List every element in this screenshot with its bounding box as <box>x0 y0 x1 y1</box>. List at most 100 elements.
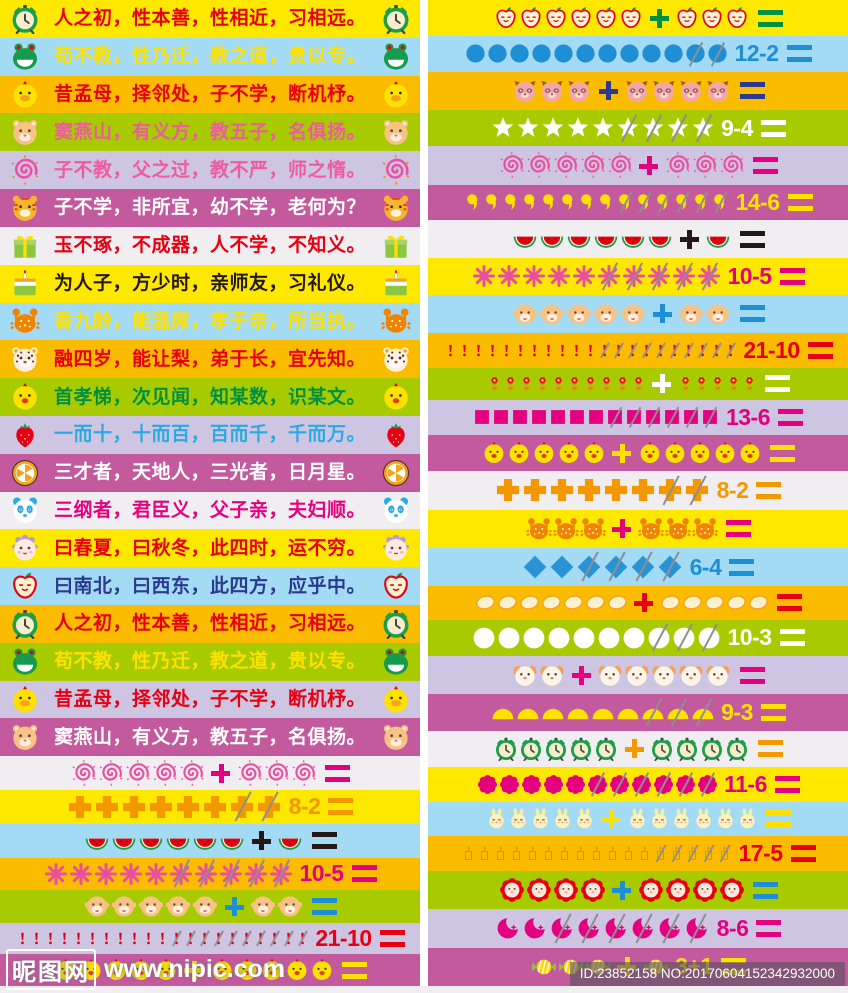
equals-sign <box>756 481 782 499</box>
exclamation-icon <box>156 932 169 945</box>
crescent-icon <box>495 915 521 941</box>
egg-icon <box>585 592 606 613</box>
monkey-icon <box>620 301 646 327</box>
monkey-icon <box>84 893 110 919</box>
math-sub-row: 13-6 <box>428 399 848 435</box>
balloon-comma-icon <box>559 193 577 211</box>
exclamation-icon <box>212 932 225 945</box>
flower-baby-icon <box>719 877 745 903</box>
cake-icon <box>381 269 411 299</box>
crab-icon <box>380 306 411 336</box>
cross-icon <box>229 794 255 820</box>
swirl-icon <box>291 760 317 786</box>
flower-pot-icon <box>535 376 550 391</box>
exclamation-icon <box>724 344 737 357</box>
math-add-row <box>428 870 848 910</box>
exclamation-icon <box>654 344 667 357</box>
equals-sign <box>739 82 765 100</box>
strawberry-icon <box>381 420 411 450</box>
exclamation-icon <box>696 344 709 357</box>
exclamation-icon <box>44 932 57 945</box>
classic-text: 曰春夏，曰秋冬，此四时，运不穷。 <box>53 537 366 559</box>
candy-icon <box>531 954 557 980</box>
chick-face-icon <box>310 958 334 982</box>
classic-text: 首孝悌，次见闻，知某数，识某文。 <box>53 386 366 408</box>
star-icon <box>566 116 590 140</box>
half-circle-icon <box>541 700 565 724</box>
sanzijing-row: 三才者，天地人，三光者，日月星。 <box>0 453 420 492</box>
candle-icon <box>637 845 652 861</box>
square-icon <box>625 408 643 426</box>
bottom-strip <box>0 986 848 993</box>
watermelon-icon <box>620 226 646 252</box>
egg-icon <box>607 592 628 613</box>
exclamation-icon <box>86 932 99 945</box>
cross-icon <box>121 794 147 820</box>
classic-text: 人之初，性本善，性相近，习相远。 <box>53 613 366 635</box>
balloon-comma-icon <box>616 193 634 211</box>
math-label: 10-3 <box>727 624 772 651</box>
exclamation-icon <box>226 932 239 945</box>
white-circle-icon <box>597 626 621 650</box>
egg-icon <box>497 592 518 613</box>
chick-face-icon <box>638 441 662 465</box>
star-icon <box>641 116 665 140</box>
chick-face-icon <box>713 441 737 465</box>
star-icon <box>491 116 515 140</box>
balloon-comma-icon <box>464 193 482 211</box>
asterisk-icon <box>244 862 268 886</box>
dog-icon <box>651 662 677 688</box>
asterisk-icon <box>672 264 696 288</box>
math-add-row <box>0 756 420 791</box>
exclamation-icon <box>598 344 611 357</box>
equals-sign <box>779 267 805 285</box>
equals-sign <box>351 865 377 883</box>
plus-sign <box>652 374 671 394</box>
plus-sign <box>649 8 669 28</box>
math-add-row <box>428 0 848 37</box>
flower-icon <box>543 774 564 795</box>
plus-sign <box>612 443 631 463</box>
classic-text: 苟不教，性乃迁，教之道，贵以专。 <box>53 46 366 68</box>
alarm-clock-icon <box>10 609 40 639</box>
raccoon-icon <box>705 78 731 104</box>
exclamation-icon <box>528 344 541 357</box>
egg-icon <box>726 592 747 613</box>
crescent-icon <box>657 915 683 941</box>
square-icon <box>492 408 510 426</box>
plus-sign <box>211 763 230 783</box>
exclamation-icon <box>458 344 471 357</box>
balloon-comma-icon <box>483 193 501 211</box>
crab-icon <box>637 516 664 542</box>
classic-text: 窦燕山，有义方，教五子，名俱扬。 <box>53 726 366 748</box>
apple-icon <box>494 6 518 30</box>
square-icon <box>663 408 681 426</box>
flower-icon <box>521 774 542 795</box>
watermelon-icon <box>539 226 565 252</box>
chick-face-icon <box>10 382 40 412</box>
exclamation-icon <box>184 932 197 945</box>
crescent-icon <box>549 915 575 941</box>
equals-sign <box>328 798 354 816</box>
equals-sign <box>739 666 765 684</box>
egg-icon <box>748 592 769 613</box>
math-add-row <box>0 823 420 858</box>
flower-pot-icon <box>583 376 598 391</box>
equals-sign <box>739 305 765 323</box>
math-label: 11-6 <box>724 771 767 798</box>
dog-icon <box>597 662 623 688</box>
asterisk-icon <box>169 862 193 886</box>
cross-icon <box>202 794 228 820</box>
math-sub-row: 10-5 <box>0 857 420 890</box>
cross-icon <box>603 477 629 503</box>
egg-icon <box>519 592 540 613</box>
balloon-comma-icon <box>578 193 596 211</box>
diamond-icon <box>657 554 683 580</box>
watermelon-icon <box>138 828 164 854</box>
classic-text: 三才者，天地人，三光者，日月星。 <box>53 462 366 484</box>
asterisk-icon <box>647 264 671 288</box>
exclamation-icon <box>472 344 485 357</box>
candle-icon <box>717 845 732 861</box>
egg-icon <box>563 592 584 613</box>
math-label: 14-6 <box>735 188 780 215</box>
